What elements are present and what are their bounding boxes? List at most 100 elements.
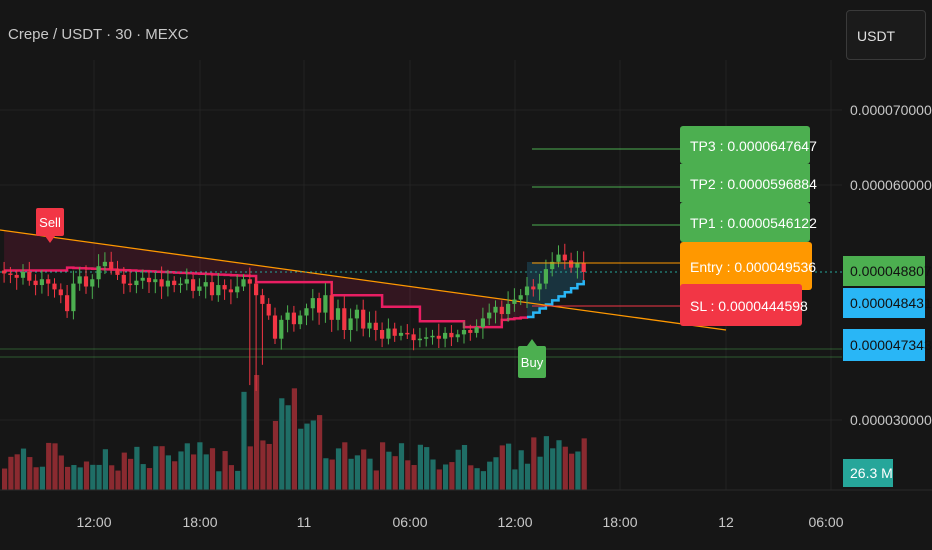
candle-body: [216, 285, 221, 296]
candle-body: [285, 312, 290, 320]
volume-bar: [159, 446, 165, 490]
last-price-tag: 0.000048807: [843, 256, 932, 286]
sell-label: Sell: [39, 215, 61, 230]
candle-body: [436, 335, 441, 339]
candle-body: [203, 282, 208, 287]
candle-body: [335, 308, 341, 320]
volume-bar: [361, 449, 367, 490]
candle-body: [247, 279, 252, 284]
time-axis[interactable]: 12:00 18:00 11 06:00 12:00 18:00 12 06:0…: [0, 489, 932, 530]
price-axis[interactable]: 0.000070000 0.000060000 0.000030000 0.00…: [843, 102, 932, 487]
volume-bar: [310, 420, 316, 490]
volume-bar: [398, 443, 405, 490]
level-tp3[interactable]: TP3 : 0.0000647647: [680, 126, 817, 164]
candle-body: [569, 260, 574, 268]
candle-body: [405, 332, 410, 335]
volume-bar: [178, 451, 184, 490]
volume-bar: [487, 461, 493, 490]
volume-bar: [96, 464, 102, 490]
volume-bar: [474, 468, 480, 490]
candle-body: [424, 337, 429, 339]
volume-bar: [543, 436, 549, 490]
candle-body: [531, 286, 536, 290]
sell-signal[interactable]: Sell: [36, 208, 64, 243]
volume-bar: [411, 465, 417, 490]
x-tick-7: 12: [718, 514, 734, 530]
buy-label: Buy: [521, 355, 544, 370]
candle-body: [449, 332, 454, 338]
candle-body: [235, 286, 240, 293]
candle-body: [102, 261, 107, 267]
volume-bar: [468, 465, 474, 490]
volume-bar: [392, 456, 398, 490]
volume-bar: [518, 450, 524, 490]
candle-body: [575, 263, 580, 268]
volume-tag-text: 26.3 M: [850, 465, 893, 481]
candle-body: [58, 289, 63, 296]
candle-body: [279, 319, 284, 339]
volume-bar: [128, 458, 134, 490]
candle-body: [77, 276, 82, 284]
candle-body: [121, 274, 126, 284]
tp2-label: TP2 : 0.0000596884: [690, 176, 817, 192]
volume-bar: [556, 440, 562, 490]
candle-body: [373, 322, 378, 330]
volume-bar: [146, 468, 153, 490]
candle-body: [392, 328, 397, 336]
candle-body: [197, 286, 202, 291]
candle-body: [398, 332, 404, 336]
candle-body: [134, 280, 139, 286]
band-lower-tag-text: 0.000047343: [850, 337, 932, 353]
volume-bar: [172, 461, 178, 490]
volume-bar: [304, 423, 310, 490]
volume-bar: [58, 455, 64, 490]
candle-body: [518, 295, 523, 300]
candle-body: [20, 272, 26, 278]
level-sl[interactable]: SL : 0.0000444598: [680, 284, 808, 326]
candle-body: [33, 280, 38, 286]
candle-body: [27, 272, 32, 281]
candle-body: [39, 279, 44, 286]
x-tick-1: 12:00: [76, 514, 111, 530]
candle-body: [354, 309, 359, 319]
currency-button[interactable]: USDT: [846, 10, 926, 60]
volume-bar: [254, 375, 260, 490]
volume-bar: [380, 442, 386, 490]
buy-signal[interactable]: Buy: [518, 339, 546, 378]
tp1-label: TP1 : 0.0000546122: [690, 215, 817, 231]
tp-sl-lines: [532, 148, 680, 307]
volume-bar: [493, 457, 499, 490]
band-fill: [4, 230, 528, 328]
candle-body: [417, 338, 422, 341]
y-tick-30000: 0.000030000: [850, 412, 932, 428]
volume-bar: [342, 442, 348, 490]
trend-line[interactable]: [0, 229, 727, 331]
volume-bar: [115, 470, 121, 490]
level-tp1[interactable]: TP1 : 0.0000546122: [680, 202, 817, 242]
level-entry[interactable]: Entry : 0.000049536: [680, 242, 816, 290]
candle-body: [304, 308, 309, 316]
candle-body: [550, 261, 555, 270]
chart-title: Crepe / USDT · 30 · MEXC: [8, 26, 189, 43]
candle-body: [228, 289, 233, 293]
volume-bar: [209, 448, 216, 490]
candle-body: [178, 283, 183, 286]
candle-body: [83, 276, 89, 287]
volume-bar: [77, 467, 83, 490]
volume-bar: [499, 445, 505, 490]
candle-body: [474, 327, 479, 333]
volume-bar: [524, 463, 531, 490]
candle-body: [468, 330, 473, 333]
level-tp2[interactable]: TP2 : 0.0000596884: [680, 164, 817, 202]
candle-body: [191, 279, 196, 291]
volume-bar: [121, 452, 127, 490]
x-tick-4: 06:00: [392, 514, 427, 530]
candle-body: [342, 308, 347, 330]
x-tick-3: 11: [297, 514, 312, 530]
candle-body: [361, 309, 366, 329]
candle-body: [537, 283, 542, 290]
band-lower-tag: 0.000047343: [843, 329, 932, 361]
volume-bar: [285, 405, 291, 490]
